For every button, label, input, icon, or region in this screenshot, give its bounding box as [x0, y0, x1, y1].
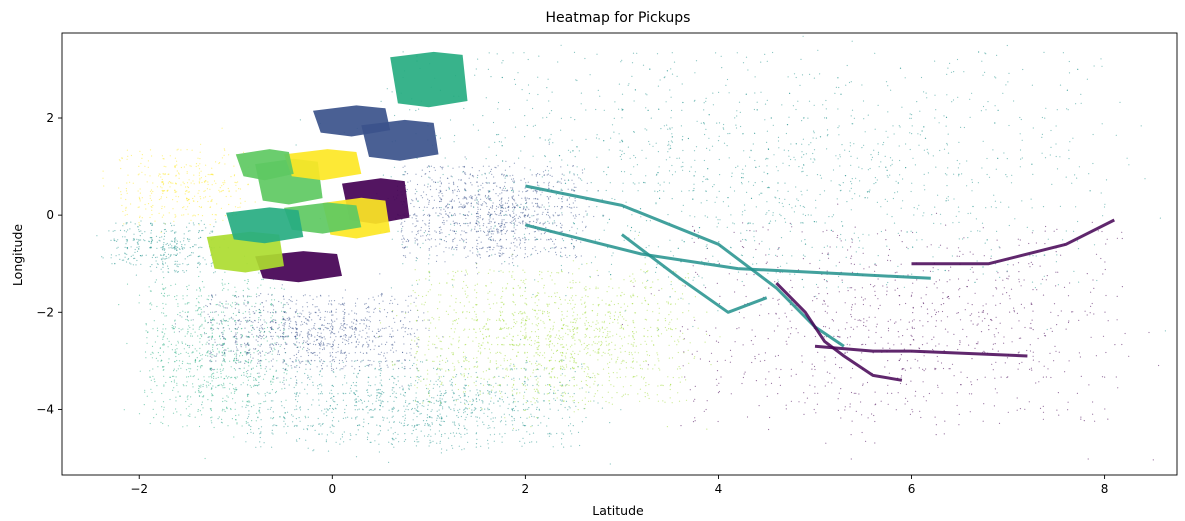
y-tick-label: 0 — [46, 208, 54, 222]
y-axis-label: Longitude — [10, 224, 25, 286]
cluster-8-points — [96, 220, 229, 283]
cluster-1-points — [376, 143, 605, 277]
manhattan-cell-9 — [390, 51, 468, 108]
corridor-lines — [525, 184, 1115, 382]
x-axis: −2 0 2 4 6 8 — [130, 475, 1108, 496]
cluster-6-points — [295, 35, 1166, 332]
manhattan-cells — [206, 51, 468, 283]
x-tick-label: 4 — [715, 482, 723, 496]
manhattan-cell-8 — [313, 105, 391, 137]
y-tick-label: −2 — [36, 305, 54, 319]
cluster-4-points — [118, 255, 321, 460]
corridor-5 — [911, 218, 1115, 266]
cluster-7-points — [102, 127, 256, 233]
x-tick-label: −2 — [130, 482, 148, 496]
cluster-2-points — [174, 273, 444, 387]
x-tick-label: 0 — [328, 482, 336, 496]
corridor-0 — [525, 184, 845, 348]
x-tick-label: 8 — [1101, 482, 1109, 496]
corridor-4 — [814, 344, 1028, 358]
plot-frame — [61, 32, 1178, 476]
manhattan-cell-10 — [235, 149, 294, 181]
manhattan-cell-11 — [226, 207, 304, 244]
x-axis-label: Latitude — [592, 503, 644, 518]
corridor-2 — [525, 223, 931, 280]
chart-title: Heatmap for Pickups — [546, 10, 691, 26]
manhattan-cell-6 — [284, 202, 362, 234]
y-axis: 2 0 −2 −4 — [36, 111, 62, 416]
scatter-points — [96, 35, 1166, 465]
y-tick-label: −4 — [36, 402, 54, 416]
manhattan-cell-1 — [284, 149, 362, 181]
x-tick-label: 2 — [522, 482, 530, 496]
x-tick-label: 6 — [908, 482, 916, 496]
y-tick-label: 2 — [46, 111, 54, 125]
cluster-0-points — [621, 203, 1160, 461]
cluster-3-points — [198, 338, 622, 465]
